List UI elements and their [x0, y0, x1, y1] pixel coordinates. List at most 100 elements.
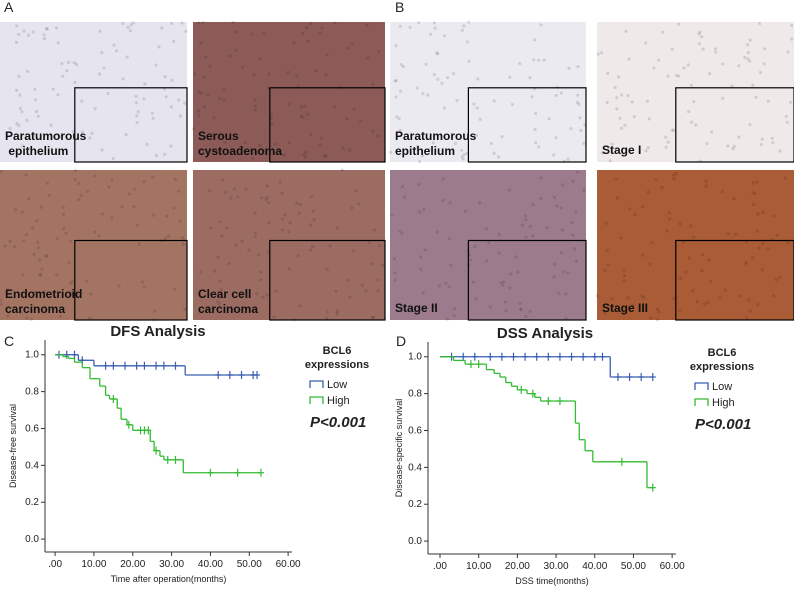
texture — [701, 253, 705, 257]
texture — [419, 267, 423, 271]
texture — [378, 244, 382, 248]
texture — [202, 105, 207, 109]
texture — [530, 95, 534, 99]
texture — [36, 114, 40, 118]
texture — [620, 93, 624, 97]
texture — [570, 220, 574, 224]
texture — [297, 211, 301, 215]
texture — [469, 258, 473, 262]
panel-label: A — [4, 0, 14, 15]
texture — [760, 137, 764, 141]
texture — [86, 189, 90, 193]
texture — [500, 135, 504, 139]
texture — [660, 185, 664, 190]
censor-mark — [153, 361, 160, 370]
texture — [631, 303, 635, 307]
texture — [467, 20, 471, 24]
texture — [35, 219, 39, 223]
texture — [308, 248, 313, 252]
texture — [207, 307, 211, 311]
x-tick-label: 30.00 — [544, 561, 569, 572]
censor-mark — [257, 468, 264, 477]
texture — [666, 140, 670, 144]
inset-frame — [269, 87, 386, 163]
texture — [272, 315, 276, 319]
texture — [208, 64, 212, 68]
texture — [71, 293, 75, 297]
texture — [142, 180, 146, 184]
texture — [199, 91, 203, 95]
texture — [218, 279, 222, 283]
texture — [393, 278, 397, 282]
texture — [762, 62, 766, 66]
texture — [350, 41, 354, 46]
caption-line: carcinoma — [198, 302, 258, 316]
texture — [120, 205, 124, 209]
texture — [280, 191, 284, 195]
texture — [38, 258, 42, 262]
texture — [114, 49, 119, 53]
x-tick-label: 20.00 — [505, 561, 530, 572]
caption-line: Clear cell — [198, 287, 251, 301]
texture — [615, 107, 619, 111]
texture — [424, 62, 428, 66]
texture — [605, 100, 609, 105]
texture — [559, 206, 563, 210]
texture — [566, 271, 570, 275]
texture — [579, 128, 583, 133]
texture — [135, 121, 139, 125]
micrograph — [193, 170, 385, 320]
texture — [644, 149, 648, 153]
texture — [55, 236, 59, 240]
texture — [287, 267, 291, 271]
texture — [778, 149, 782, 153]
texture — [45, 181, 49, 185]
texture — [258, 57, 262, 61]
texture — [746, 298, 751, 302]
texture — [299, 105, 303, 109]
texture — [216, 299, 220, 303]
texture — [437, 284, 441, 288]
caption-line: epithelium — [5, 144, 68, 158]
texture — [318, 31, 322, 35]
texture — [465, 40, 469, 44]
texture — [442, 106, 447, 110]
texture — [504, 309, 508, 313]
texture — [677, 74, 681, 78]
texture — [197, 90, 201, 94]
texture — [129, 23, 133, 27]
texture — [323, 154, 327, 158]
legend-title: expressions — [305, 359, 369, 371]
texture — [45, 26, 49, 30]
texture — [295, 201, 299, 205]
texture — [426, 93, 430, 97]
texture — [270, 122, 274, 126]
texture — [164, 95, 168, 99]
texture — [646, 146, 650, 150]
texture — [231, 20, 235, 24]
texture — [72, 61, 76, 65]
texture — [240, 65, 244, 69]
texture — [750, 256, 755, 260]
texture — [154, 63, 158, 67]
texture — [545, 226, 549, 230]
texture — [718, 296, 722, 300]
texture — [376, 289, 380, 293]
texture — [785, 120, 789, 124]
image-caption: Stage II — [395, 301, 438, 315]
texture — [24, 173, 28, 177]
x-tick-label: 20.00 — [120, 559, 145, 570]
texture — [56, 93, 60, 97]
texture — [166, 234, 171, 238]
texture — [43, 305, 47, 309]
texture — [65, 69, 69, 73]
texture — [453, 307, 457, 311]
texture — [326, 310, 330, 314]
texture — [213, 269, 217, 273]
legend-swatch — [694, 382, 709, 390]
texture — [520, 223, 525, 227]
texture — [473, 245, 477, 249]
texture — [460, 28, 464, 32]
texture — [371, 316, 376, 320]
texture — [56, 41, 60, 45]
